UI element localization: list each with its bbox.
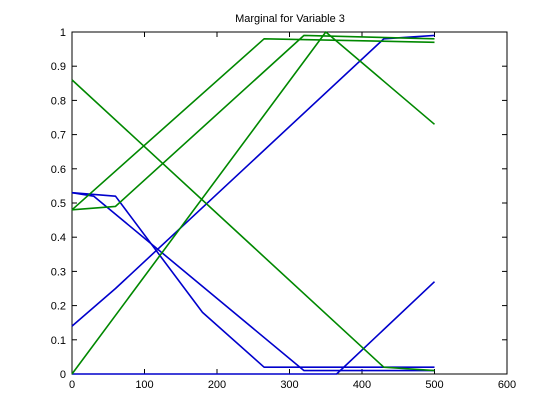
x-tick-label: 400 (353, 379, 371, 391)
series-group (71, 31, 436, 375)
y-tick-label: 0.6 (51, 164, 66, 176)
y-tick-label: 0.1 (51, 335, 66, 347)
series-line-7 (71, 79, 435, 372)
series-line-4 (72, 281, 436, 375)
chart-title: Marginal for Variable 3 (235, 13, 345, 25)
y-tick-label: 0.9 (51, 61, 66, 73)
y-tick-label: 0.4 (51, 232, 66, 244)
series-line-5 (71, 34, 435, 211)
series-line-6 (71, 37, 435, 211)
axes (71, 31, 508, 375)
plot-frame (71, 31, 508, 375)
y-tick-label: 0 (60, 369, 66, 381)
y-tick-label: 0.5 (51, 198, 66, 210)
tick-labels: 0 100 200 300 400 500 600 0 0.1 0.2 0.3 0.4 0.5 0.6 0.… (51, 27, 516, 391)
x-tick-label: 600 (498, 379, 516, 391)
x-tick-label: 300 (280, 379, 298, 391)
x-tick-label: 500 (425, 379, 443, 391)
y-tick-label: 0.3 (51, 266, 66, 278)
y-tick-label: 1 (60, 27, 66, 39)
y-tick-label: 0.2 (51, 301, 66, 313)
y-tick-label: 0.7 (51, 130, 66, 142)
y-tick-label: 0.8 (51, 95, 66, 107)
series-line-1 (71, 34, 435, 327)
series-line-3 (71, 191, 435, 372)
series-line-8 (71, 31, 436, 375)
x-tick-label: 200 (208, 379, 226, 391)
x-tick-label: 100 (135, 379, 153, 391)
x-tick-label: 0 (69, 379, 75, 391)
series-line-2 (71, 191, 435, 369)
